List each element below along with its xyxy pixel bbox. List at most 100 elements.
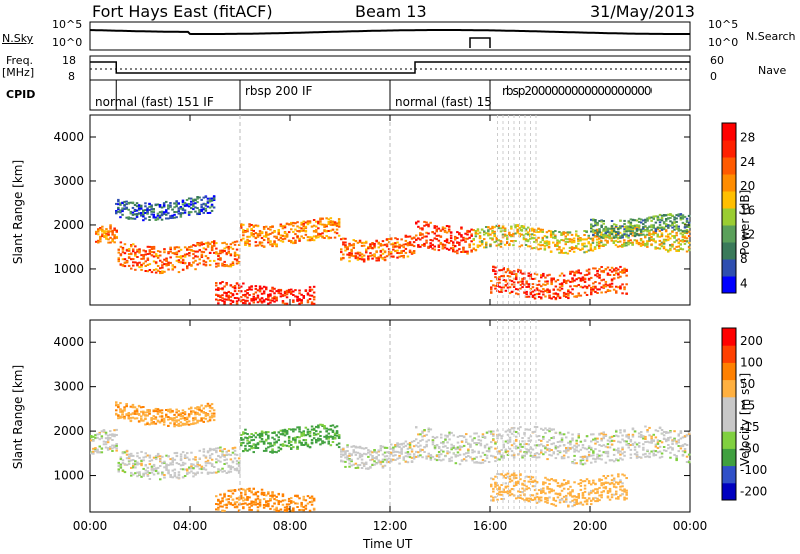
velocity-cell (144, 464, 147, 466)
power-cell (179, 256, 183, 259)
velocity-cell (163, 466, 166, 469)
power-cell (298, 302, 301, 305)
power-cell (144, 253, 147, 256)
power-cell (543, 240, 547, 243)
power-cell (406, 243, 410, 246)
velocity-cell (335, 425, 339, 428)
power-cell (177, 212, 180, 215)
velocity-cell (421, 431, 424, 434)
velocity-cell (533, 489, 537, 492)
power-cell (190, 264, 193, 266)
power-cell (267, 227, 270, 230)
power-cell (273, 297, 276, 300)
power-cell (244, 244, 247, 246)
power-cell (567, 279, 570, 282)
velocity-cell (323, 435, 326, 438)
power-cell (535, 273, 539, 276)
velocity-cell (346, 456, 349, 459)
velocity-cell (612, 439, 616, 442)
power-cell (567, 297, 570, 300)
velocity-cell (521, 437, 524, 439)
velocity-cell (379, 445, 383, 447)
power-cell (227, 251, 230, 254)
velocity-cell (575, 439, 578, 442)
velocity-cell (567, 456, 570, 459)
power-cell (109, 227, 112, 230)
velocity-cell (390, 443, 393, 446)
power-cell (594, 267, 597, 270)
velocity-cell (544, 445, 547, 448)
power-cell (185, 203, 189, 206)
velocity-cell (350, 445, 353, 448)
power-cell (485, 246, 488, 249)
velocity-cell (277, 431, 280, 434)
velocity-cell (498, 473, 501, 476)
velocity-cell (229, 466, 233, 469)
power-cell (146, 258, 150, 261)
velocity-cell (571, 439, 574, 442)
velocity-cell (248, 445, 251, 447)
velocity-cell (213, 448, 216, 451)
power-cell (150, 204, 153, 207)
velocity-cell (669, 456, 672, 459)
power-cell (637, 243, 641, 246)
velocity-cell (125, 450, 129, 453)
power-cell (175, 211, 178, 213)
power-cell (478, 240, 482, 243)
power-cell (602, 229, 605, 232)
velocity-cell (679, 447, 683, 450)
velocity-cell (460, 435, 464, 437)
power-cell (497, 244, 501, 247)
velocity-cell (610, 439, 614, 442)
power-colorbar-segment (722, 259, 736, 277)
power-cell (456, 249, 459, 252)
power-cell (665, 225, 668, 228)
power-cell (562, 274, 566, 277)
velocity-cell (431, 435, 435, 438)
power-cell (608, 234, 611, 237)
power-cell (529, 233, 532, 236)
power-cell (612, 269, 616, 272)
power-cell (123, 243, 127, 246)
velocity-cell (431, 439, 435, 442)
power-cell (200, 198, 203, 201)
velocity-cell (512, 426, 516, 429)
power-cell (135, 215, 139, 218)
velocity-cell (492, 439, 495, 442)
power-cell (460, 239, 463, 242)
power-cell (617, 232, 620, 235)
power-cell (665, 218, 668, 220)
power-cell (198, 249, 201, 252)
power-cell (627, 225, 630, 228)
power-cell (644, 221, 647, 224)
power-cell (175, 255, 179, 258)
power-cell (637, 217, 641, 220)
power-cell (181, 212, 185, 215)
power-cell (531, 229, 534, 232)
power-cell (188, 263, 191, 266)
power-cell (598, 247, 601, 250)
velocity-cell (383, 458, 387, 461)
velocity-cell (356, 466, 360, 469)
power-cell (360, 255, 364, 258)
power-cell (202, 247, 206, 250)
power-cell (273, 235, 276, 238)
velocity-cell (619, 450, 622, 453)
power-cell (637, 224, 641, 227)
power-cell (369, 246, 372, 249)
velocity-cell (127, 456, 131, 459)
velocity-cell (150, 471, 154, 474)
velocity-cell (594, 460, 597, 463)
velocity-cell (517, 480, 520, 483)
power-cell (271, 297, 274, 300)
power-cell (483, 233, 486, 236)
power-cell (412, 250, 416, 252)
power-cell (194, 259, 197, 262)
velocity-cell (296, 447, 299, 450)
power-cell (577, 235, 580, 238)
power-cell (169, 250, 172, 253)
velocity-cell (598, 457, 601, 460)
power-cell (652, 238, 655, 241)
power-cell (431, 239, 434, 242)
power-cell (165, 257, 168, 260)
